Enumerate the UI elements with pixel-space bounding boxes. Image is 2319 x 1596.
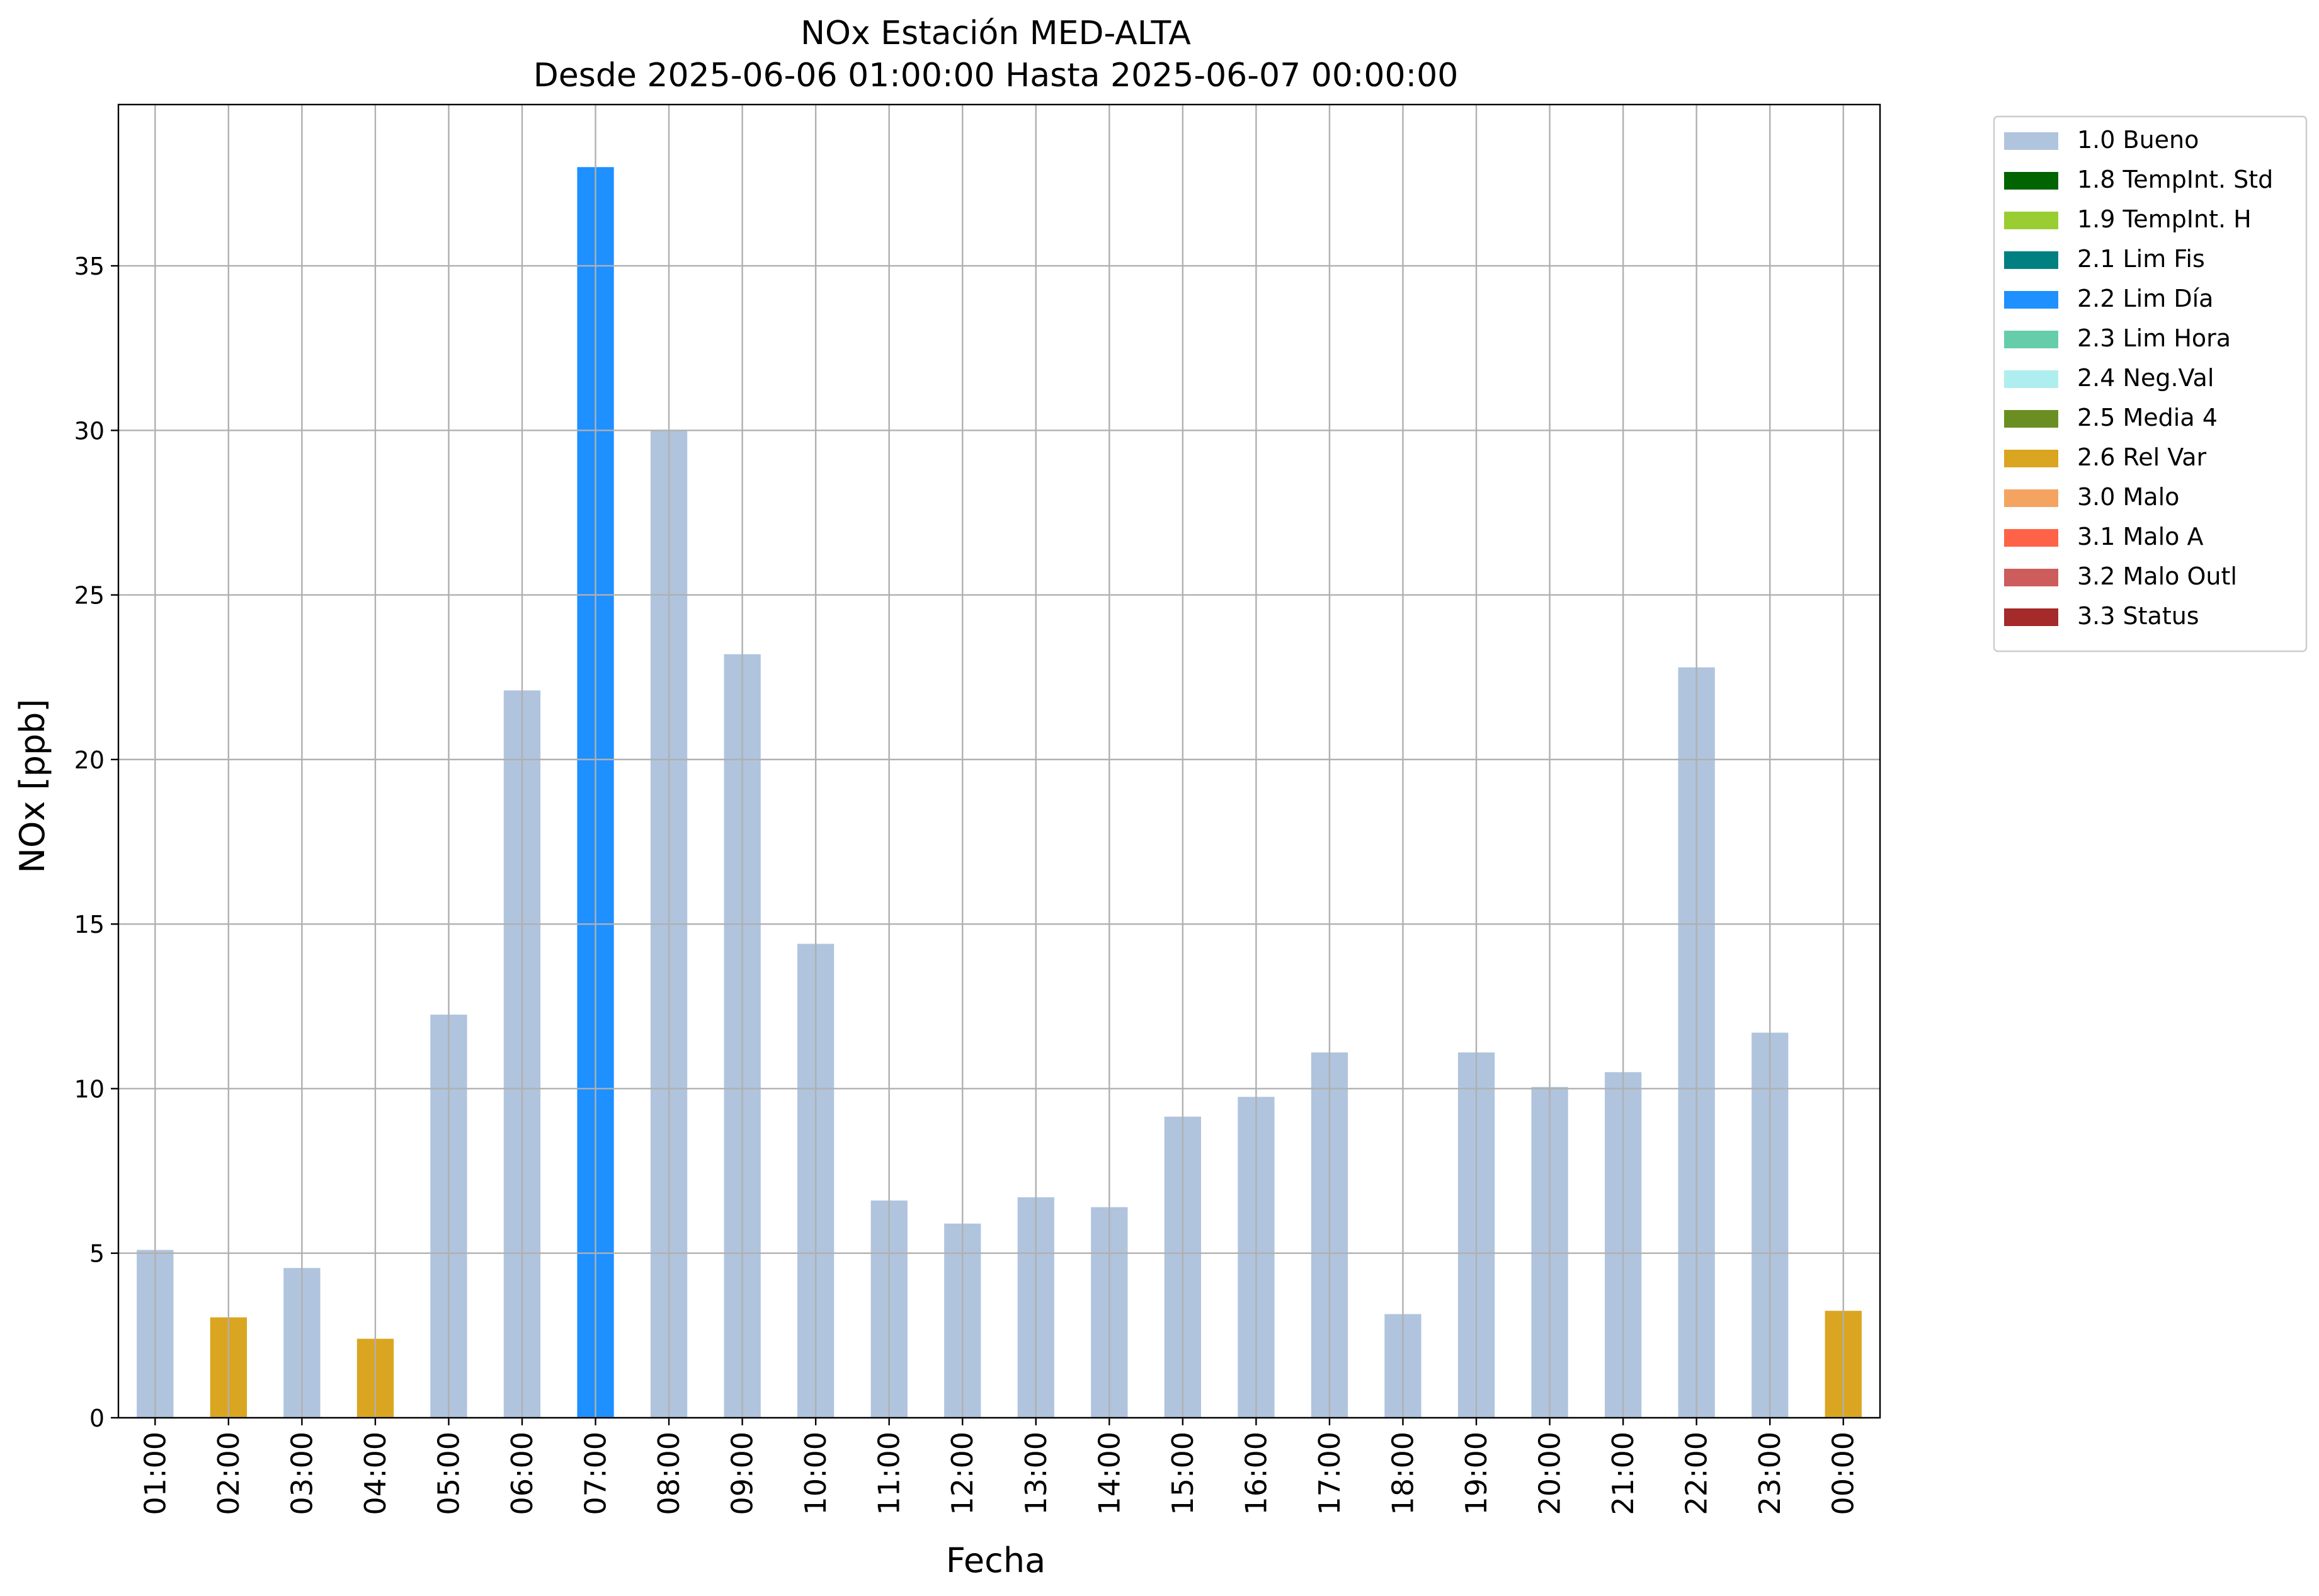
- x-tick-label: 12:00: [945, 1432, 979, 1515]
- x-tick-label: 06:00: [505, 1432, 539, 1515]
- x-tick-label: 04:00: [358, 1432, 392, 1515]
- y-axis-label: NOx [ppb]: [13, 699, 52, 874]
- legend-label: 3.3 Status: [2077, 602, 2199, 630]
- x-tick-label: 17:00: [1313, 1432, 1347, 1515]
- legend-swatch: [2004, 291, 2058, 309]
- x-tick-label: 18:00: [1386, 1432, 1420, 1515]
- x-tick-label: 16:00: [1239, 1432, 1273, 1515]
- legend-label: 3.1 Malo A: [2077, 523, 2203, 550]
- x-tick-label: 02:00: [212, 1432, 246, 1515]
- x-tick-label: 11:00: [872, 1432, 906, 1515]
- chart-title: NOx Estación MED-ALTA: [801, 14, 1191, 52]
- plot-frame: [117, 103, 1881, 1419]
- legend-swatch: [2004, 370, 2058, 388]
- y-tick-label: 35: [74, 253, 105, 280]
- x-tick-label: 21:00: [1606, 1432, 1640, 1515]
- legend-label: 2.3 Lim Hora: [2077, 324, 2231, 352]
- x-tick-label: 10:00: [799, 1432, 833, 1515]
- y-tick-label: 5: [89, 1240, 105, 1268]
- x-tick-label: 19:00: [1459, 1432, 1493, 1515]
- legend-swatch: [2004, 132, 2058, 150]
- legend-label: 2.1 Lim Fis: [2077, 245, 2205, 273]
- x-tick-label: 01:00: [138, 1432, 172, 1515]
- x-tick-label: 14:00: [1092, 1432, 1126, 1515]
- legend: 1.0 Bueno 1.8 TempInt. Std 1.9 TempInt. H 2…: [1993, 115, 2308, 653]
- legend-label: 2.4 Neg.Val: [2077, 364, 2214, 392]
- y-tick-label: 30: [74, 417, 105, 445]
- legend-swatch: [2004, 489, 2058, 507]
- y-tick-label: 15: [74, 911, 105, 938]
- y-tick-label: 10: [74, 1075, 105, 1103]
- legend-swatch: [2004, 569, 2058, 586]
- x-axis-label: Fecha: [946, 1541, 1046, 1580]
- plot-area: 01:00 02:00 03:00 04:00 05:00 06:00 07:00 08:00…: [74, 103, 1881, 1515]
- x-tick-label: 00:00: [1826, 1432, 1860, 1515]
- legend-label: 2.5 Media 4: [2077, 404, 2218, 431]
- legend-frame: [1993, 115, 2308, 653]
- x-tick-label: 15:00: [1166, 1432, 1200, 1515]
- x-tick-label: 23:00: [1753, 1432, 1787, 1515]
- legend-swatch: [2004, 172, 2058, 190]
- legend-swatch: [2004, 251, 2058, 269]
- legend-swatch: [2004, 410, 2058, 428]
- y-tick-label: 20: [74, 746, 105, 774]
- y-tick-label: 0: [89, 1405, 105, 1432]
- legend-label: 1.9 TempInt. H: [2077, 205, 2252, 233]
- legend-label: 3.0 Malo: [2077, 483, 2179, 511]
- legend-label: 1.0 Bueno: [2077, 126, 2199, 154]
- legend-swatch: [2004, 608, 2058, 626]
- legend-swatch: [2004, 450, 2058, 467]
- legend-label: 3.2 Malo Outl: [2077, 562, 2237, 590]
- chart-subtitle: Desde 2025-06-06 01:00:00 Hasta 2025-06-…: [533, 57, 1459, 94]
- x-tick-label: 22:00: [1680, 1432, 1714, 1515]
- x-tick-label: 09:00: [726, 1432, 760, 1515]
- legend-swatch: [2004, 529, 2058, 547]
- legend-label: 2.6 Rel Var: [2077, 443, 2207, 471]
- x-tick-label: 07:00: [579, 1432, 613, 1515]
- x-tick-label: 20:00: [1533, 1432, 1567, 1515]
- x-tick-label: 03:00: [285, 1432, 319, 1515]
- legend-swatch: [2004, 331, 2058, 348]
- legend-swatch: [2004, 212, 2058, 229]
- x-tick-label: 05:00: [431, 1432, 465, 1515]
- legend-label: 2.2 Lim Día: [2077, 285, 2213, 312]
- x-tick-label: 13:00: [1019, 1432, 1053, 1515]
- x-tick-label: 08:00: [652, 1432, 686, 1515]
- legend-label: 1.8 TempInt. Std: [2077, 166, 2273, 193]
- y-tick-label: 25: [74, 582, 105, 610]
